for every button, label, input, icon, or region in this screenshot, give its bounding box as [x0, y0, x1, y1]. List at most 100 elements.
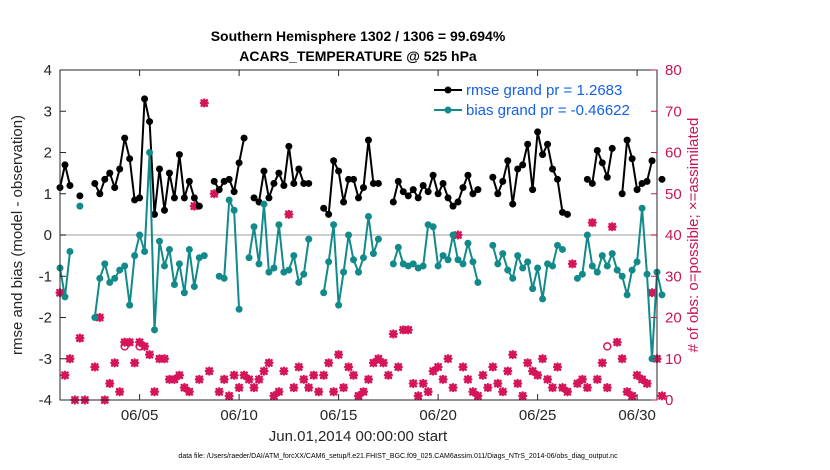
rmse-point	[225, 175, 233, 183]
rmse-point	[444, 194, 452, 202]
obs-assimilated-marker	[453, 230, 463, 240]
obs-assimilated-marker	[319, 370, 329, 380]
rmse-point	[270, 179, 278, 187]
chart-subtitle: ACARS_TEMPERATURE @ 525 hPa	[239, 48, 477, 64]
bias-point	[519, 264, 527, 272]
rmse-point	[499, 177, 507, 185]
bias-point	[285, 266, 293, 274]
bias-point	[618, 272, 626, 280]
rmse-point	[608, 144, 616, 152]
bias-point	[474, 278, 482, 286]
obs-assimilated-marker	[110, 358, 120, 368]
bias-point	[439, 252, 447, 260]
bias-point	[61, 293, 69, 301]
bias-point	[350, 256, 358, 264]
obs-assimilated-marker	[597, 358, 607, 368]
bias-point	[554, 241, 561, 249]
rmse-point	[598, 159, 606, 167]
rmse-point	[265, 194, 273, 202]
y-tick-label: 2	[44, 145, 52, 162]
rmse-point	[494, 190, 502, 198]
obs-assimilated-marker	[294, 362, 304, 372]
rmse-point	[330, 157, 338, 165]
rmse-point	[389, 198, 397, 206]
legend-rmse-marker	[444, 86, 452, 94]
obs-assimilated-marker	[542, 374, 553, 384]
bias-point	[514, 252, 522, 260]
legend-bias-label: bias grand pr = -0.46622	[466, 102, 630, 119]
rmse-point	[648, 157, 656, 165]
obs-assimilated-marker	[552, 362, 563, 372]
obs-assimilated-marker	[398, 325, 408, 335]
bias-point	[464, 239, 472, 247]
bias-point	[578, 270, 586, 278]
rmse-point	[369, 179, 377, 187]
rmse-point	[136, 194, 144, 202]
bias-point	[549, 262, 557, 270]
bias-point	[170, 281, 178, 288]
bias-point	[270, 264, 278, 272]
bias-point	[583, 231, 591, 239]
y-tick-label: 1	[44, 186, 52, 203]
obs-assimilated-marker	[388, 329, 398, 339]
obs-assimilated-marker	[353, 391, 364, 401]
rmse-point	[91, 179, 99, 187]
rmse-point	[544, 140, 552, 148]
rmse-point	[419, 182, 427, 189]
rmse-point	[524, 140, 532, 148]
bias-point	[141, 248, 149, 255]
rmse-point	[414, 194, 422, 202]
obs-assimilated-marker	[607, 222, 617, 232]
obs-assimilated-marker	[194, 374, 204, 384]
rmse-point	[96, 190, 104, 198]
obs-assimilated-marker	[274, 387, 284, 397]
bias-point	[449, 231, 457, 239]
bias-point	[121, 262, 129, 270]
rmse-point	[439, 179, 447, 187]
bias-point	[245, 254, 253, 262]
rmse-point	[215, 186, 223, 194]
bias-point	[96, 274, 104, 282]
y-tick-label: 3	[44, 103, 52, 120]
bias-point	[469, 258, 477, 266]
chart-title: Southern Hemisphere 1302 / 1306 = 99.694…	[211, 28, 506, 44]
rmse-point	[275, 169, 283, 177]
bias-point	[613, 266, 621, 274]
legend-box	[429, 77, 641, 123]
rmse-point	[165, 169, 173, 177]
bias-point	[529, 285, 537, 293]
rmse-point	[101, 175, 109, 183]
obs-assimilated-marker	[547, 383, 558, 393]
bias-point	[499, 250, 507, 258]
obs-assimilated-marker	[443, 354, 453, 364]
rmse-point	[280, 182, 288, 189]
obs-assimilated-marker	[473, 391, 483, 401]
rmse-point	[325, 210, 333, 218]
rmse-point	[355, 194, 362, 202]
bias-point	[335, 301, 343, 309]
bias-point	[558, 245, 566, 253]
rmse-point	[106, 169, 114, 177]
bias-point	[364, 212, 372, 220]
rmse-point	[434, 190, 442, 198]
bias-line	[576, 207, 663, 360]
obs-assimilated-marker	[632, 370, 642, 380]
obs-assimilated-marker	[577, 374, 587, 384]
rmse-point	[404, 192, 412, 200]
obs-assimilated-marker	[433, 362, 443, 372]
obs-assimilated-marker	[393, 362, 403, 372]
bias-point	[330, 221, 338, 229]
rmse-point	[305, 179, 313, 187]
x-tick-label: 06/10	[220, 407, 258, 424]
rmse-point	[146, 118, 154, 126]
bias-point	[638, 204, 646, 212]
rmse-point	[399, 188, 407, 196]
obs-assimilated-marker	[572, 378, 582, 389]
y2-tick-label: 50	[665, 186, 682, 203]
obs-assimilated-marker	[508, 350, 518, 360]
obs-assimilated-marker	[582, 383, 592, 393]
rmse-point	[340, 198, 348, 206]
obs-assimilated-marker	[627, 391, 637, 401]
rmse-point	[240, 134, 248, 142]
rmse-point	[295, 165, 303, 173]
